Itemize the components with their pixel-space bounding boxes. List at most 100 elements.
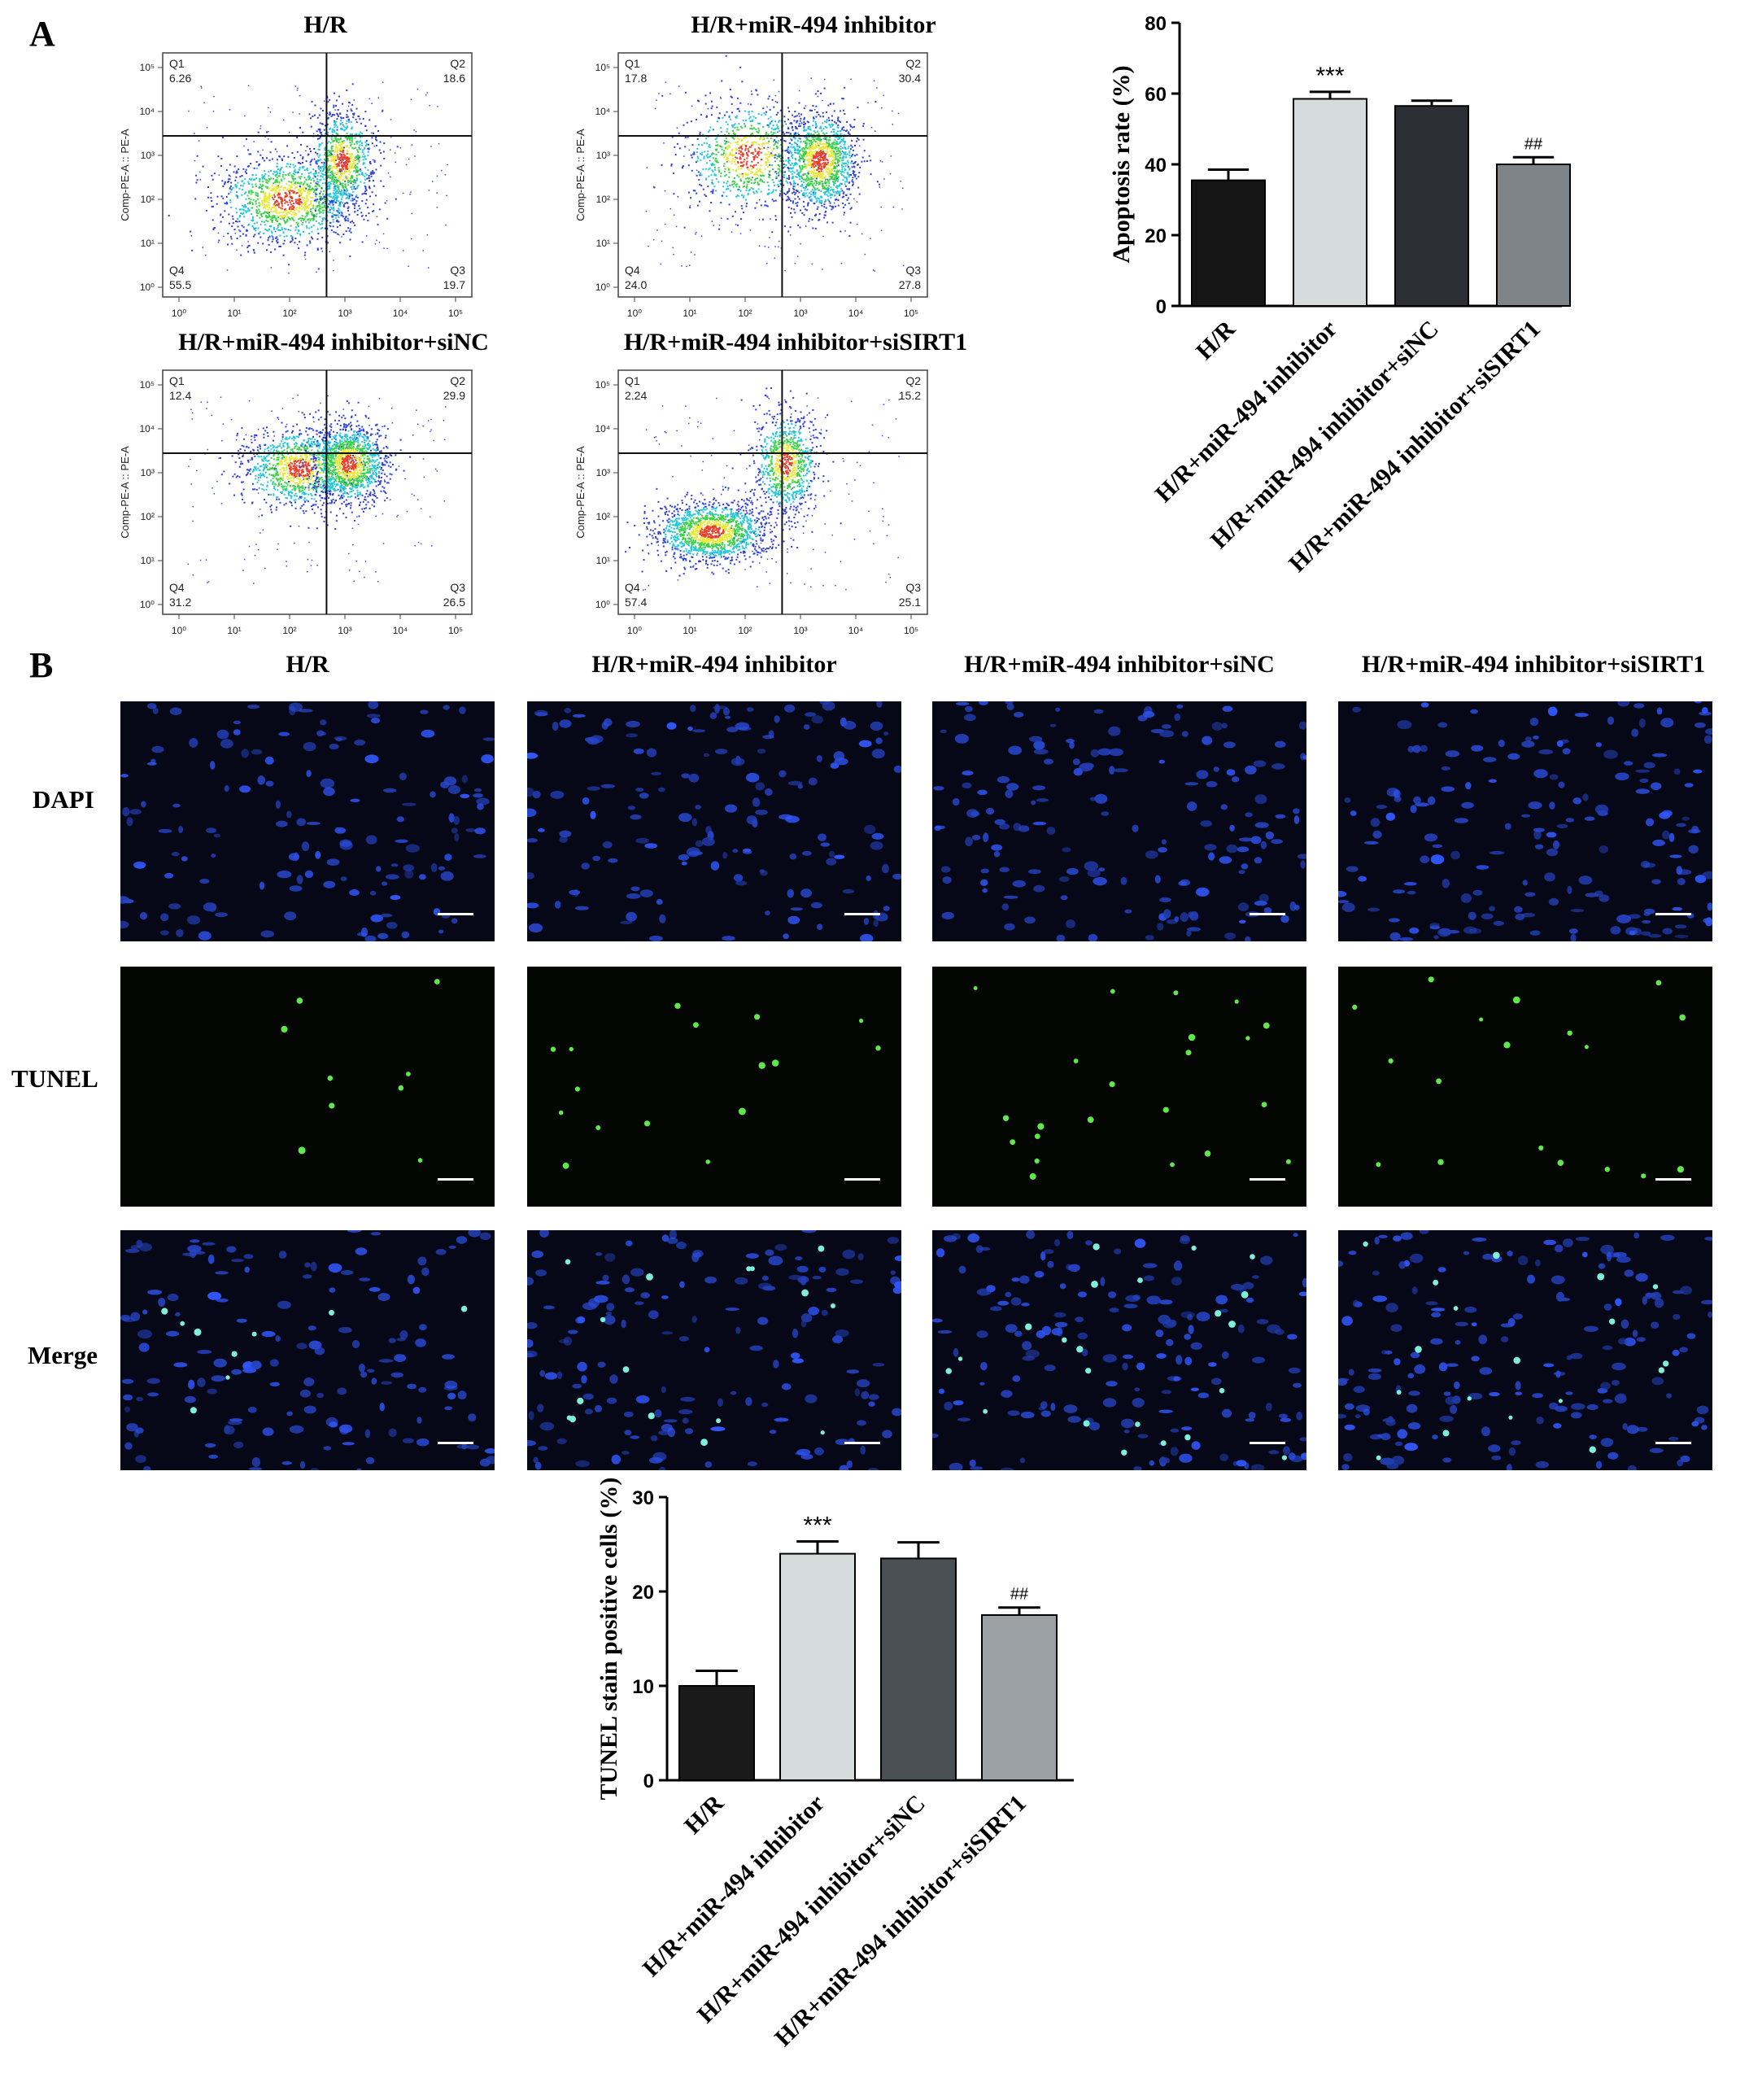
micrograph-background bbox=[1338, 1230, 1712, 1470]
x-tick-label: 10³ bbox=[338, 625, 351, 636]
flow-y-axis-label: Comp-PE-A :: PE-A bbox=[574, 446, 587, 539]
y-tick-label: 10⁵ bbox=[140, 62, 155, 73]
category-label: H/R+miR-494 inhibitor bbox=[638, 1790, 830, 1982]
cell-nuclei bbox=[550, 1002, 881, 1169]
q3-label: Q3 bbox=[450, 264, 465, 277]
micrograph-background bbox=[932, 967, 1306, 1207]
category-label: H/R bbox=[679, 1789, 729, 1839]
q3-value: 19.7 bbox=[443, 278, 465, 291]
q1-value: 17.8 bbox=[625, 72, 647, 85]
flow-y-axis-label: Comp-PE-A :: PE-A bbox=[119, 446, 131, 539]
bar bbox=[880, 1557, 957, 1782]
flow-cytometry-plot-3: 10⁰ 10⁰ 10¹ 10¹ 10² 10² 10³ 10³ 10⁴ 10⁴ 10⁵ 10⁵ Comp… bbox=[119, 369, 473, 636]
micrograph-background bbox=[120, 967, 495, 1207]
q1-label: Q1 bbox=[169, 374, 185, 387]
micro-col-title-1: H/R bbox=[286, 651, 329, 678]
x-tick-label: 10⁰ bbox=[172, 308, 186, 319]
x-tick-label: 10⁵ bbox=[904, 625, 918, 636]
scale-bar bbox=[438, 1442, 473, 1444]
micrograph-tunel-4 bbox=[1338, 967, 1712, 1207]
significance-mark: ## bbox=[1524, 135, 1543, 153]
scale-bar bbox=[1250, 1442, 1285, 1444]
micro-col-title-4: H/R+miR-494 inhibitor+siSIRT1 bbox=[1361, 651, 1706, 678]
bar bbox=[678, 1685, 755, 1781]
cell-nuclei bbox=[120, 1230, 495, 1470]
y-tick-label: 10² bbox=[596, 511, 610, 522]
cell-nuclei bbox=[933, 701, 1306, 941]
scale-bar bbox=[438, 1178, 473, 1181]
scale-bar bbox=[1655, 1442, 1691, 1444]
micrograph-background bbox=[1338, 701, 1712, 941]
bar bbox=[1293, 98, 1367, 308]
y-tick-label: 10⁰ bbox=[595, 599, 610, 610]
flow-title-2: H/R+miR-494 inhibitor bbox=[691, 11, 936, 38]
y-tick-label: 10⁰ bbox=[595, 282, 610, 293]
flow-title-3: H/R+miR-494 inhibitor+siNC bbox=[178, 329, 489, 356]
q1-value: 6.26 bbox=[169, 72, 191, 85]
bar bbox=[981, 1614, 1058, 1781]
bar bbox=[779, 1552, 856, 1781]
micrograph-background bbox=[527, 1230, 901, 1470]
q1-value: 2.24 bbox=[625, 389, 647, 402]
y-tick-label: 10¹ bbox=[141, 555, 155, 566]
significance-mark: *** bbox=[1315, 63, 1344, 90]
q4-label: Q4 bbox=[625, 581, 640, 594]
micrograph-tunel-2 bbox=[527, 967, 901, 1207]
y-tick-label: 40 bbox=[1145, 155, 1167, 177]
x-tick-label: 10³ bbox=[793, 308, 807, 319]
apoptosis-rate-chart: 0 20 40 60 80 Apoptosis rate (%) H/R *** H/R+miR… bbox=[1108, 13, 1571, 578]
x-tick-label: 10¹ bbox=[683, 625, 696, 636]
x-tick-label: 10¹ bbox=[227, 308, 241, 319]
micrograph-dapi-3 bbox=[932, 701, 1306, 941]
x-tick-label: 10² bbox=[282, 308, 296, 319]
cell-nuclei bbox=[1338, 1230, 1712, 1470]
y-tick-label: 10⁴ bbox=[595, 423, 610, 434]
row-label-tunel: TUNEL bbox=[11, 1064, 98, 1093]
x-tick-label: 10⁰ bbox=[627, 308, 642, 319]
scatter-points bbox=[168, 81, 448, 274]
plot-frame bbox=[617, 52, 928, 298]
y-tick-label: 60 bbox=[1145, 84, 1167, 106]
y-tick-label: 10¹ bbox=[596, 238, 610, 249]
cell-nuclei bbox=[1352, 976, 1686, 1179]
micrograph-background bbox=[932, 1230, 1306, 1470]
y-tick-label: 80 bbox=[1145, 13, 1167, 35]
micrograph-merge-3 bbox=[932, 1230, 1306, 1470]
q2-value: 30.4 bbox=[899, 72, 921, 85]
flow-cytometry-plot-2: 10⁰ 10⁰ 10¹ 10¹ 10² 10² 10³ 10³ 10⁴ 10⁴ 10⁵ 10⁵ Comp… bbox=[574, 52, 928, 319]
q4-label: Q4 bbox=[169, 581, 185, 594]
x-tick-label: 10⁰ bbox=[172, 625, 186, 636]
q3-label: Q3 bbox=[905, 581, 921, 594]
y-tick-label: 10⁵ bbox=[595, 62, 610, 73]
q4-label: Q4 bbox=[169, 264, 185, 277]
q1-value: 12.4 bbox=[169, 389, 191, 402]
y-tick-label: 10¹ bbox=[596, 555, 610, 566]
cell-nuclei bbox=[1338, 701, 1712, 941]
micrograph-dapi-1 bbox=[120, 701, 495, 941]
y-axis-label: Apoptosis rate (%) bbox=[1108, 65, 1135, 263]
q4-value: 24.0 bbox=[625, 278, 647, 291]
row-label-dapi: DAPI bbox=[33, 785, 94, 814]
micrograph-merge-1 bbox=[120, 1230, 495, 1470]
panel-b-letter: B bbox=[29, 645, 54, 685]
y-tick-label: 10⁰ bbox=[140, 599, 155, 610]
y-tick-label: 10⁴ bbox=[139, 423, 155, 434]
micro-col-title-2: H/R+miR-494 inhibitor bbox=[591, 651, 837, 678]
x-tick-label: 10³ bbox=[338, 308, 351, 319]
q2-label: Q2 bbox=[905, 374, 921, 387]
q2-label: Q2 bbox=[450, 57, 465, 70]
cell-nuclei bbox=[281, 979, 440, 1163]
cell-nuclei bbox=[932, 1230, 1306, 1470]
flow-y-axis-label: Comp-PE-A :: PE-A bbox=[574, 129, 587, 221]
scale-bar bbox=[844, 1178, 880, 1181]
x-tick-label: 10² bbox=[282, 625, 296, 636]
scale-bar bbox=[1250, 913, 1285, 915]
q3-value: 25.1 bbox=[899, 596, 921, 609]
q3-value: 26.5 bbox=[443, 596, 465, 609]
y-tick-label: 10³ bbox=[141, 150, 155, 161]
y-tick-label: 10⁵ bbox=[595, 379, 610, 391]
scatter-points bbox=[625, 387, 900, 591]
q4-value: 57.4 bbox=[625, 596, 647, 609]
y-tick-label: 10³ bbox=[596, 467, 610, 478]
q4-label: Q4 bbox=[625, 264, 640, 277]
